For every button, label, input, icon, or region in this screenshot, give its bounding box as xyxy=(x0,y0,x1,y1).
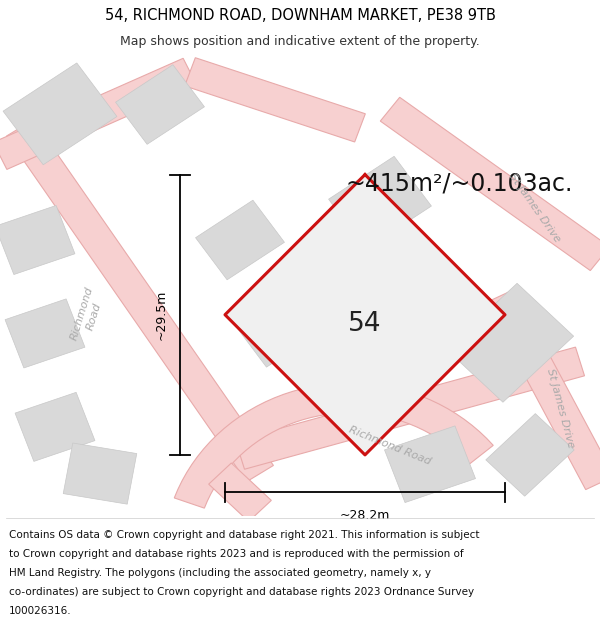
Text: co-ordinates) are subject to Crown copyright and database rights 2023 Ordnance S: co-ordinates) are subject to Crown copyr… xyxy=(9,588,474,598)
Polygon shape xyxy=(0,58,197,169)
Text: St James Drive: St James Drive xyxy=(508,171,563,244)
Text: 100026316.: 100026316. xyxy=(9,606,71,616)
Text: St James Drive: St James Drive xyxy=(545,368,575,449)
Polygon shape xyxy=(446,283,574,402)
Polygon shape xyxy=(185,58,365,142)
Text: to Crown copyright and database rights 2023 and is reproduced with the permissio: to Crown copyright and database rights 2… xyxy=(9,549,464,559)
Text: HM Land Registry. The polygons (including the associated geometry, namely x, y: HM Land Registry. The polygons (includin… xyxy=(9,568,431,578)
Text: Contains OS data © Crown copyright and database right 2021. This information is : Contains OS data © Crown copyright and d… xyxy=(9,530,479,540)
Polygon shape xyxy=(232,281,328,367)
Text: 54: 54 xyxy=(348,311,382,337)
Polygon shape xyxy=(0,206,75,274)
Polygon shape xyxy=(63,443,137,504)
Polygon shape xyxy=(3,63,117,165)
Polygon shape xyxy=(235,347,584,469)
Polygon shape xyxy=(116,65,205,144)
Text: 54, RICHMOND ROAD, DOWNHAM MARKET, PE38 9TB: 54, RICHMOND ROAD, DOWNHAM MARKET, PE38 … xyxy=(104,8,496,23)
Polygon shape xyxy=(209,463,271,521)
Polygon shape xyxy=(225,174,505,455)
Polygon shape xyxy=(196,200,284,280)
Text: ~28.2m: ~28.2m xyxy=(340,509,390,522)
Polygon shape xyxy=(329,156,431,249)
Text: ~415m²/~0.103ac.: ~415m²/~0.103ac. xyxy=(345,172,572,196)
Polygon shape xyxy=(5,299,85,368)
Polygon shape xyxy=(385,426,475,503)
Polygon shape xyxy=(485,289,600,489)
Polygon shape xyxy=(486,414,574,496)
Polygon shape xyxy=(174,383,493,508)
Text: Richmond
Road: Richmond Road xyxy=(70,285,106,344)
Polygon shape xyxy=(7,120,274,482)
Text: ~29.5m: ~29.5m xyxy=(155,289,168,340)
Polygon shape xyxy=(15,392,95,461)
Text: Richmond Road: Richmond Road xyxy=(347,424,433,467)
Polygon shape xyxy=(380,98,600,271)
Text: Map shows position and indicative extent of the property.: Map shows position and indicative extent… xyxy=(120,35,480,48)
